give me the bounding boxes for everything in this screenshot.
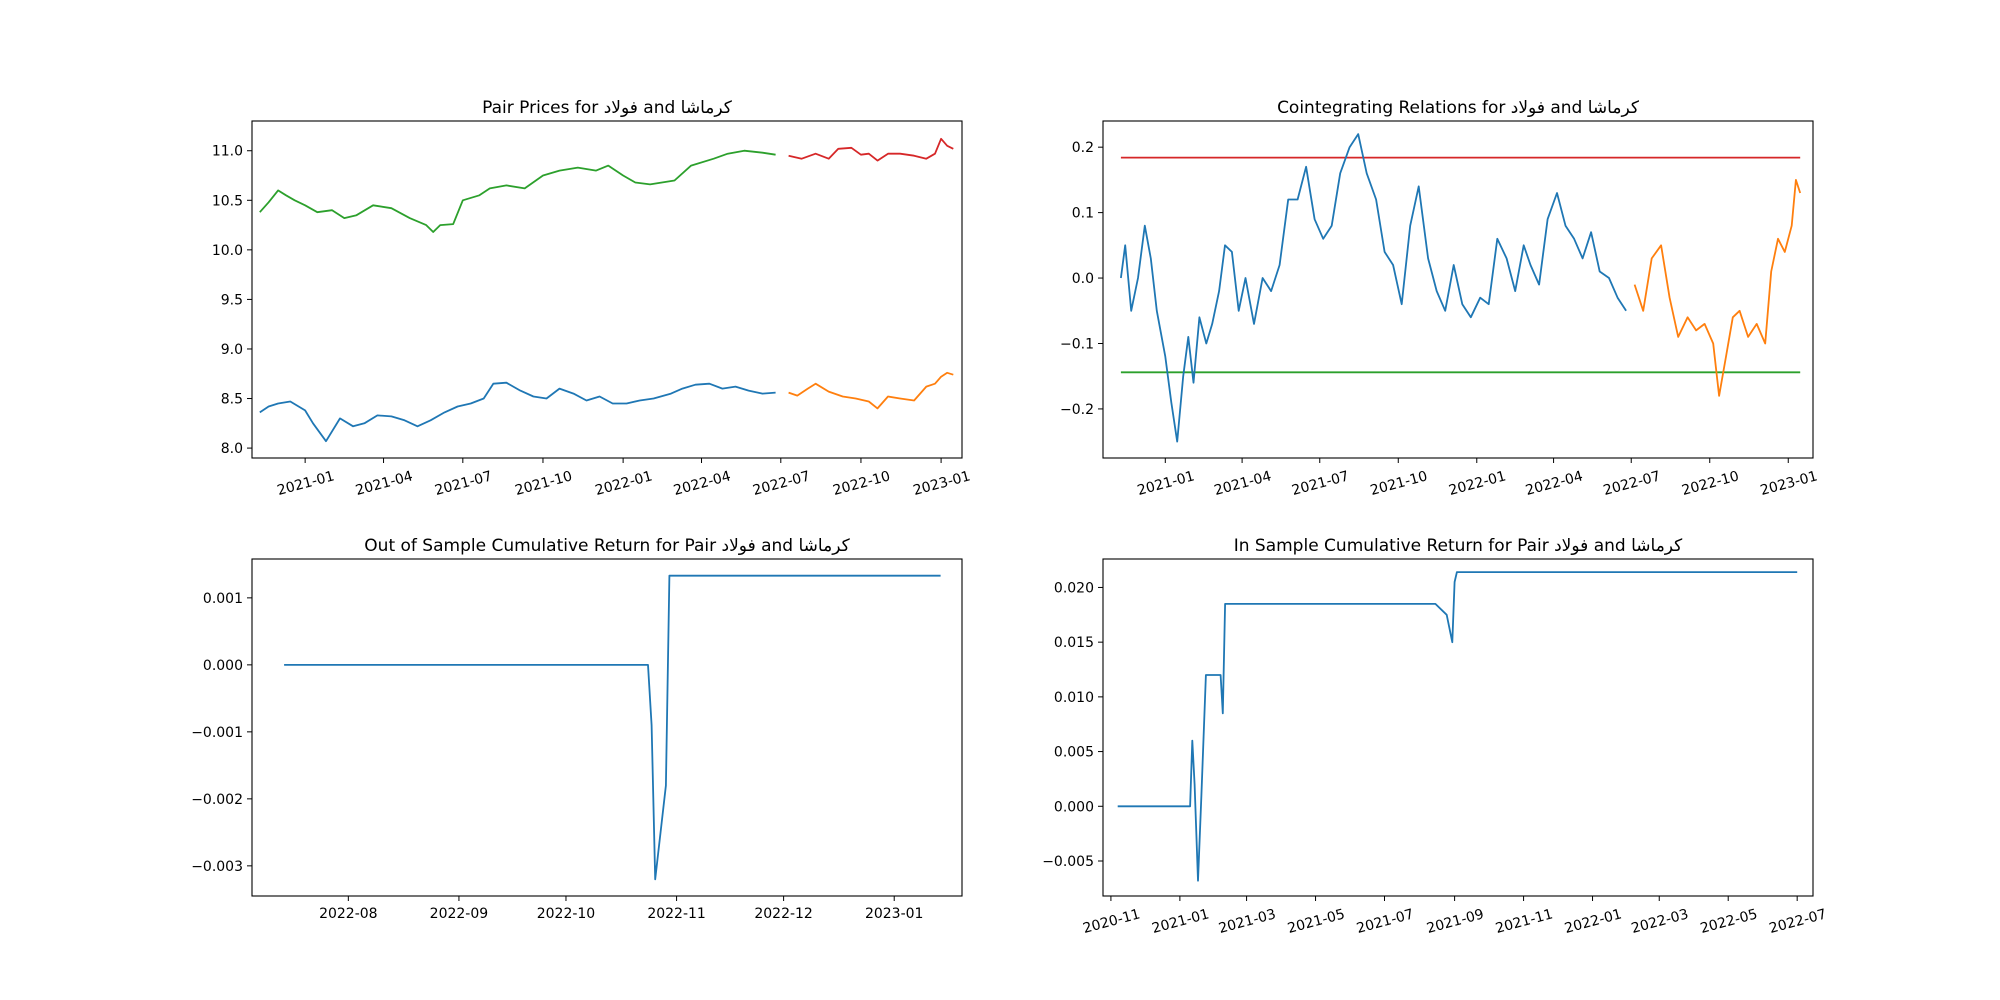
plot-frame [1102,558,1814,897]
y-tick-label: 0.0 [1072,271,1094,287]
chart-title: Pair Prices for فولاد and کرماشا [482,98,733,118]
panel-in-sample-return: In Sample Cumulative Return for Pair فول… [1042,536,1828,937]
x-tick-label: 2022-08 [319,906,378,922]
series-line-3 [1120,133,1627,443]
plot-frame [1102,120,1814,459]
series-line-3 [259,381,776,443]
chart-title: Cointegrating Relations for فولاد and کر… [1277,98,1640,118]
y-tick-label: −0.003 [191,859,243,875]
y-tick-label: 0.010 [1054,690,1094,706]
x-tick-label: 2021-04 [354,468,415,499]
panel-pair-prices: Pair Prices for فولاد and کرماشا 8.0 8.5 9… [212,98,972,499]
x-tick-label: 2022-04 [672,468,733,499]
y-tick-label: −0.005 [1042,854,1094,870]
x-tick-label: 2021-05 [1286,906,1347,937]
x-tick-label: 2022-04 [1524,468,1585,499]
chart-title: In Sample Cumulative Return for Pair فول… [1234,536,1683,556]
panel-cointegrating-relations: Cointegrating Relations for فولاد and کر… [1060,98,1819,499]
y-tick-label: 9.0 [221,342,243,358]
x-tick-label: 2022-11 [647,906,706,922]
x-tick-label: 2022-10 [537,906,596,922]
series-line-4 [1633,178,1802,397]
plot-frame [251,558,963,897]
x-tick-label: 2022-10 [831,468,892,499]
x-tick-label: 2022-10 [1680,468,1741,499]
series-line-2 [788,137,954,162]
x-tick-label: 2022-07 [1768,906,1829,937]
x-tick-label: 2021-09 [1425,906,1486,937]
x-tick-label: 2020-11 [1081,906,1142,937]
y-tick-label: −0.2 [1060,402,1094,418]
y-tick-label: 10.0 [212,243,243,259]
x-tick-label: 2022-07 [751,468,812,499]
y-tick-label: −0.1 [1060,336,1094,352]
series-line-4 [788,371,954,410]
y-tick-label: 0.000 [1054,799,1094,815]
y-tick-label: 0.2 [1072,140,1094,156]
x-tick-label: 2022-07 [1602,468,1663,499]
x-tick-label: 2021-07 [1355,906,1416,937]
y-tick-label: 0.1 [1072,206,1094,222]
chart-title: Out of Sample Cumulative Return for Pair… [364,536,850,556]
plot-frame [251,120,963,459]
x-tick-label: 2021-10 [1369,468,1430,499]
y-tick-label: 0.015 [1054,635,1094,651]
y-tick-label: 11.0 [212,144,243,160]
y-tick-label: −0.001 [191,725,243,741]
x-tick-label: 2022-03 [1630,906,1691,937]
y-tick-label: 8.5 [221,392,243,408]
x-tick-label: 2021-03 [1217,906,1278,937]
series-line-1 [284,574,941,881]
x-tick-label: 2021-01 [1136,468,1197,499]
x-tick-label: 2023-01 [911,468,972,499]
x-tick-label: 2021-07 [1290,468,1351,499]
x-tick-label: 2021-01 [276,468,337,499]
y-tick-label: 0.000 [203,658,243,674]
x-tick-label: 2022-05 [1699,906,1760,937]
y-tick-label: 8.0 [221,441,243,457]
x-tick-label: 2021-11 [1494,906,1555,937]
x-tick-label: 2023-01 [1759,468,1820,499]
x-tick-label: 2022-01 [594,468,655,499]
x-tick-label: 2021-07 [433,468,494,499]
x-tick-label: 2022-01 [1563,906,1624,937]
x-tick-label: 2022-01 [1447,468,1508,499]
y-tick-label: 9.5 [221,292,243,308]
series-line-1 [259,149,776,233]
y-tick-label: −0.002 [191,792,243,808]
series-line-1 [1117,571,1798,882]
y-tick-label: 10.5 [212,193,243,209]
y-tick-label: 0.005 [1054,745,1094,761]
x-tick-label: 2021-10 [513,468,574,499]
x-tick-label: 2021-04 [1212,468,1273,499]
y-tick-label: 0.001 [203,591,243,607]
x-tick-label: 2021-01 [1150,906,1211,937]
x-tick-label: 2023-01 [865,906,924,922]
y-tick-label: 0.020 [1054,580,1094,596]
panel-out-of-sample-return: Out of Sample Cumulative Return for Pair… [191,536,963,922]
x-tick-label: 2022-12 [754,906,813,922]
x-tick-label: 2022-09 [430,906,489,922]
